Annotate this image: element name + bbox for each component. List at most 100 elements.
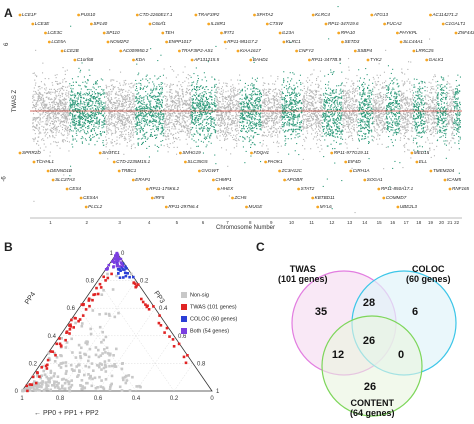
snp-point	[191, 112, 193, 114]
snp-point	[71, 121, 73, 123]
snp-point	[80, 97, 82, 99]
snp-point	[271, 120, 273, 122]
snp-point	[168, 118, 170, 120]
snp-point	[162, 123, 164, 125]
snp-point	[292, 89, 294, 91]
snp-point	[71, 119, 73, 121]
snp-point	[234, 87, 236, 89]
snp-point	[247, 115, 249, 117]
snp-point	[196, 104, 198, 106]
snp-point	[186, 90, 188, 92]
snp-point	[252, 127, 254, 129]
snp-point	[187, 103, 189, 105]
snp-point	[176, 100, 178, 102]
snp-point	[233, 94, 235, 96]
snp-point	[160, 122, 162, 124]
snp-point	[279, 99, 281, 101]
snp-point	[58, 106, 60, 108]
snp-point	[211, 132, 213, 134]
snp-point	[196, 103, 198, 105]
snp-point	[224, 133, 226, 135]
snp-point	[178, 137, 180, 139]
snp-point	[73, 96, 75, 98]
snp-point	[112, 86, 114, 88]
snp-point	[182, 117, 184, 119]
snp-point	[316, 139, 318, 141]
snp-point	[171, 121, 173, 123]
snp-point	[256, 127, 258, 129]
snp-point	[222, 89, 224, 91]
snp-point	[222, 111, 224, 113]
snp-point	[264, 82, 266, 84]
snp-point	[105, 136, 107, 138]
snp-point	[211, 89, 213, 91]
snp-point	[307, 86, 309, 88]
snp-point	[68, 109, 70, 111]
snp-point	[74, 104, 76, 106]
snp-point	[108, 124, 110, 126]
snp-point	[149, 109, 151, 111]
snp-point	[227, 129, 229, 131]
snp-point	[63, 98, 65, 100]
snp-point	[122, 114, 124, 116]
snp-point	[91, 117, 93, 119]
snp-point	[91, 120, 93, 122]
snp-point	[271, 112, 273, 114]
snp-point	[124, 121, 126, 123]
snp-point	[281, 97, 283, 99]
snp-point	[114, 114, 116, 116]
snp-point	[64, 105, 66, 107]
snp-point	[206, 86, 208, 88]
snp-point	[145, 91, 147, 93]
snp-point	[142, 137, 144, 139]
snp-point	[38, 136, 40, 138]
snp-point	[123, 138, 125, 140]
snp-point	[155, 87, 157, 89]
snp-point	[160, 133, 162, 135]
snp-point	[218, 117, 220, 119]
snp-point	[211, 121, 213, 123]
snp-point	[195, 97, 197, 99]
snp-point	[86, 117, 88, 119]
snp-point	[296, 93, 298, 95]
snp-point	[162, 132, 164, 134]
snp-point	[274, 119, 276, 121]
snp-point	[194, 88, 196, 90]
snp-point	[203, 137, 205, 139]
snp-point	[40, 98, 42, 100]
snp-point	[115, 143, 117, 145]
snp-point	[143, 117, 145, 119]
snp-point	[73, 102, 75, 104]
snp-point	[220, 111, 222, 113]
snp-point	[72, 99, 74, 101]
snp-point	[204, 138, 206, 140]
snp-point	[227, 96, 229, 98]
snp-point	[189, 115, 191, 117]
snp-point	[150, 135, 152, 137]
snp-point	[200, 85, 202, 87]
snp-point	[93, 116, 95, 118]
snp-point	[254, 111, 256, 113]
snp-point	[36, 124, 38, 126]
snp-point	[128, 104, 130, 106]
snp-point	[51, 130, 53, 132]
snp-point	[93, 98, 95, 100]
snp-point	[153, 98, 155, 100]
snp-point	[165, 113, 167, 115]
snp-point	[66, 103, 68, 105]
snp-point	[62, 99, 64, 101]
snp-point	[61, 121, 63, 123]
snp-point	[79, 120, 81, 122]
snp-point	[206, 144, 208, 146]
snp-point	[36, 100, 38, 102]
snp-point	[121, 102, 123, 104]
snp-point	[37, 101, 39, 103]
snp-point	[197, 102, 199, 104]
snp-point	[207, 127, 209, 129]
snp-point	[46, 118, 48, 120]
snp-point	[66, 101, 68, 103]
snp-point	[68, 91, 70, 93]
snp-point	[90, 118, 92, 120]
snp-point	[174, 118, 176, 120]
snp-point	[231, 96, 233, 98]
